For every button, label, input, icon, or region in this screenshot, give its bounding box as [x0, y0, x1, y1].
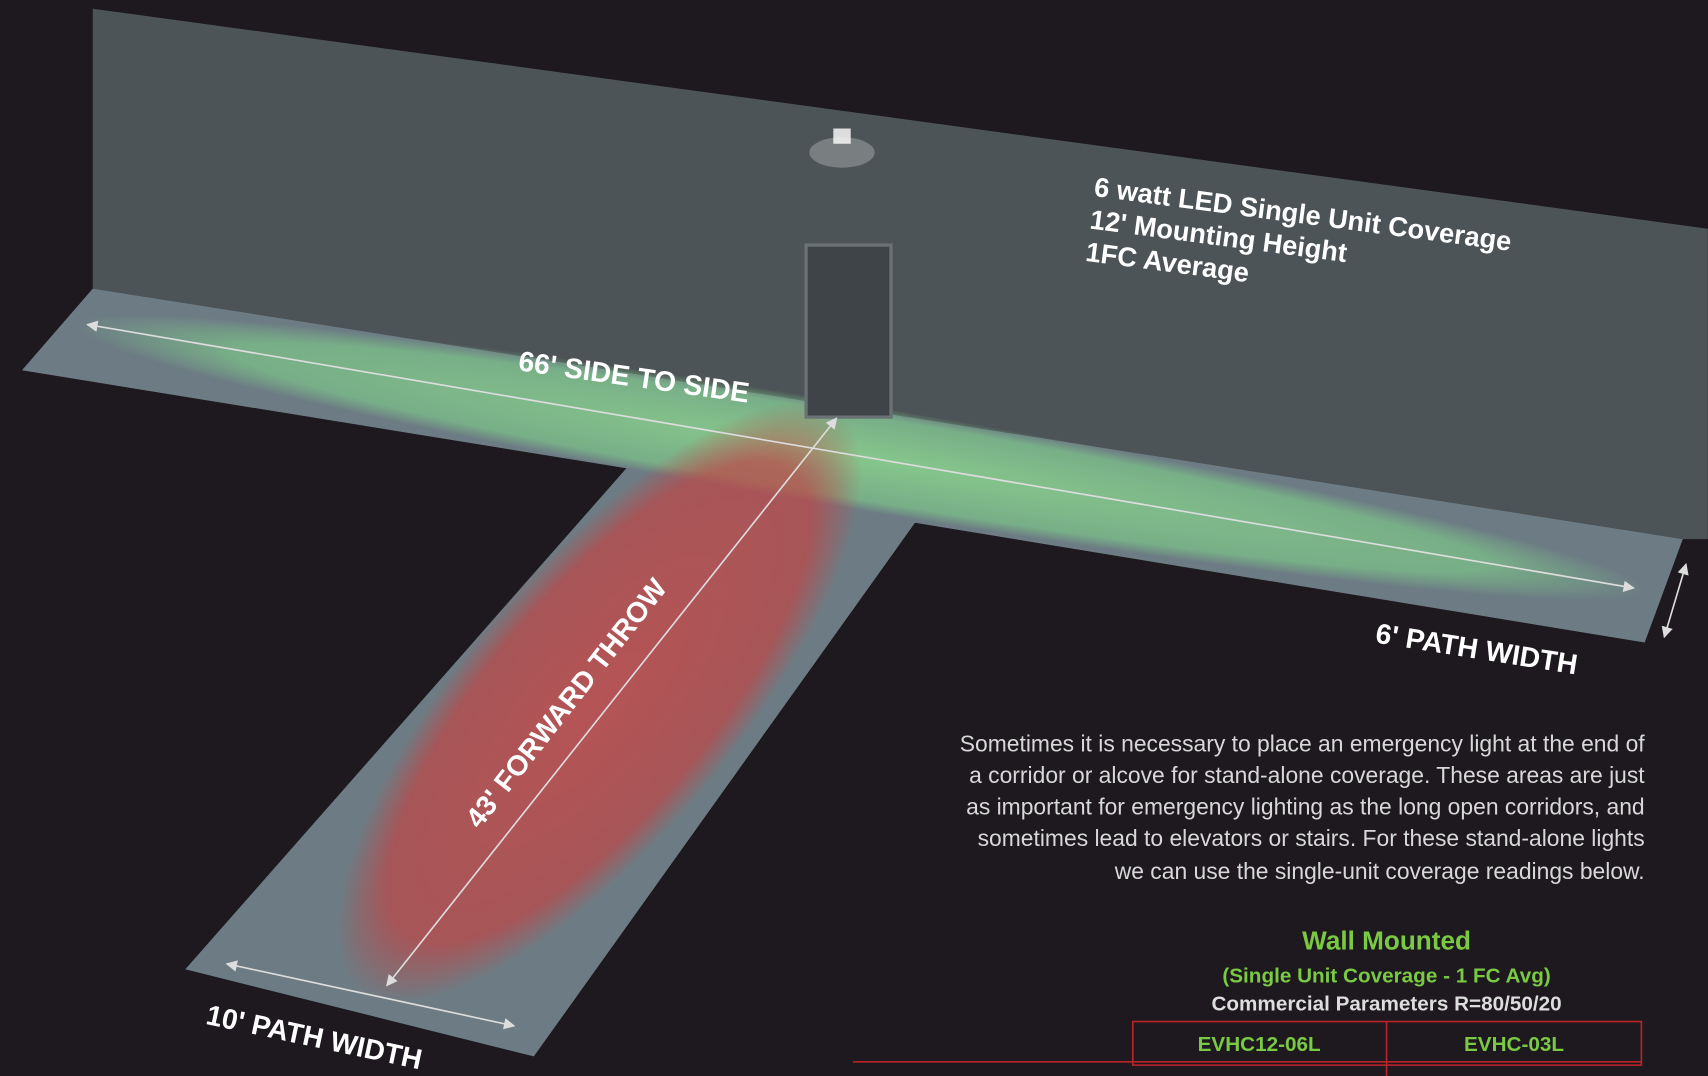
throw-arrow	[386, 417, 838, 987]
light-fixture	[833, 128, 851, 144]
column-header: EVHC-03L	[1464, 1033, 1564, 1056]
table-title: Wall Mounted	[1302, 926, 1471, 956]
column-header: EVHC12-06L	[1198, 1033, 1321, 1056]
left-width-arrow	[225, 960, 516, 1030]
table-subtitle: (Single Unit Coverage - 1 FC Avg)	[1222, 964, 1550, 987]
paragraph-line: sometimes lead to elevators or stairs. F…	[978, 825, 1645, 851]
right-width-arrow	[1661, 563, 1689, 639]
table-parameters: Commercial Parameters R=80/50/20	[1211, 993, 1561, 1016]
paragraph-line: as important for emergency lighting as t…	[966, 794, 1645, 820]
paragraph-line: we can use the single-unit coverage read…	[1114, 858, 1645, 884]
light-glow	[809, 137, 875, 168]
paragraph-line: Sometimes it is necessary to place an em…	[960, 730, 1646, 756]
side-arrow	[86, 320, 1635, 593]
table: Wall Mounted (Single Unit Coverage - 1 F…	[852, 926, 1643, 1076]
paragraph: Sometimes it is necessary to place an em…	[960, 730, 1646, 883]
door	[804, 243, 893, 419]
paragraph-line: a corridor or alcove for stand-alone cov…	[969, 762, 1645, 788]
